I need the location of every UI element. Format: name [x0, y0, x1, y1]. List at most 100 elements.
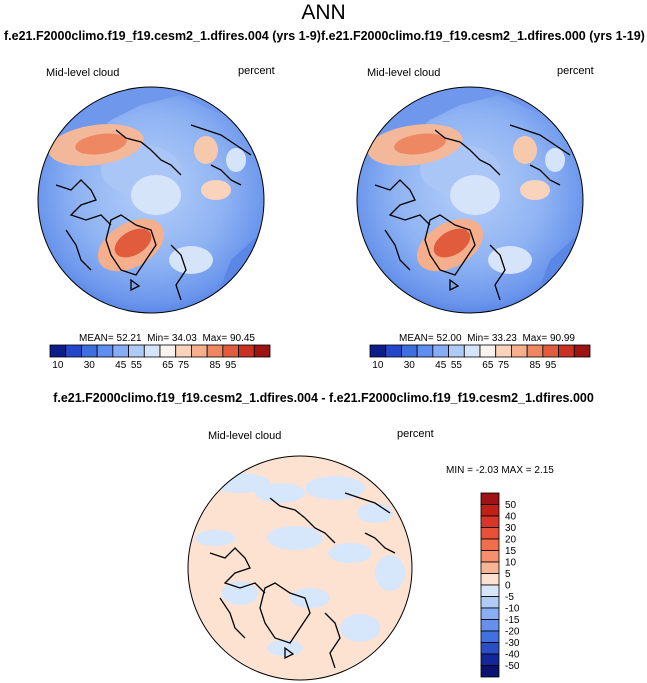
- left-coast-hudson: [65, 229, 92, 271]
- left-colorbar-swatch-13: [253, 344, 271, 358]
- right-field-pacific-patch: [545, 148, 565, 172]
- left-field-canada-patch: [201, 180, 231, 200]
- left-colorbar-tick-label: 95: [225, 360, 237, 371]
- right-field-atlantic-patch: [488, 246, 532, 274]
- diff-coast-eurasia: [269, 497, 336, 544]
- left-colorbar-swatch-10: [206, 344, 224, 358]
- right-field-canada-patch: [520, 180, 550, 200]
- right-coast-hudson: [384, 229, 411, 271]
- diff-min-value: -2.03: [475, 465, 499, 476]
- left-colorbar-swatch-5: [128, 344, 145, 358]
- right-variable-label: Mid-level cloud: [367, 67, 441, 79]
- left-colorbar-swatch-1: [65, 344, 82, 358]
- right-min-label: Min=: [467, 333, 490, 344]
- diff-colorbar-tick-label: -10: [505, 604, 520, 615]
- left-field-atlantic-patch: [169, 246, 213, 274]
- left-colorbar-tick-label: 65: [162, 360, 174, 371]
- left-colorbar-swatch-2: [81, 344, 98, 358]
- right-colorbar-swatch-3: [416, 344, 434, 358]
- left-field-arctic-high: [131, 175, 181, 215]
- right-colorbar-swatch-5: [448, 344, 465, 358]
- diff-colorbar-tick-label: -15: [505, 615, 520, 626]
- left-coast-siberia-east: [210, 164, 242, 186]
- right-colorbar-swatch-9: [511, 344, 528, 358]
- diff-colorbar-tick-label: 50: [505, 500, 517, 511]
- diff-coast-iceland: [284, 646, 295, 660]
- left-field-alaska-high: [194, 136, 218, 164]
- right-coast-eurasia: [434, 129, 501, 176]
- left-field-pacific-patch: [226, 148, 246, 172]
- diff-coast-siberia-east: [364, 532, 396, 554]
- diff-patch-5: [195, 530, 235, 546]
- left-colorbar-swatch-3: [96, 344, 114, 358]
- left-colorbar-tick-label: 30: [84, 360, 96, 371]
- right-colorbar-swatch-1: [385, 344, 402, 358]
- diff-negative-patches: [195, 473, 405, 656]
- left-colorbar-swatch-9: [191, 344, 208, 358]
- right-colorbar: 10 30 45 55 65 75 85 95: [369, 344, 591, 371]
- diff-colorbar-swatch-9: [480, 596, 500, 609]
- right-colorbar-tick-label: 85: [529, 360, 541, 371]
- diff-colorbar-swatch-1: [480, 504, 500, 517]
- diff-colorbar-swatch-7: [480, 573, 500, 586]
- left-colorbar-tick-label: 75: [178, 360, 190, 371]
- diff-colorbar-swatch-11: [480, 619, 500, 632]
- right-coast-siberia-east: [529, 164, 561, 186]
- diff-max-label: MAX =: [501, 465, 532, 476]
- diff-patch-11: [340, 614, 380, 642]
- diff-colorbar-tick-label: -50: [505, 661, 520, 672]
- right-colorbar-swatch-8: [495, 344, 512, 358]
- right-colorbar-swatch-7: [479, 344, 497, 358]
- figure-title: ANN: [301, 1, 346, 24]
- right-field-arctic-high: [450, 175, 500, 215]
- right-coast-iceland: [449, 278, 460, 292]
- right-min-value: 33.23: [491, 333, 517, 344]
- left-units-label: percent: [238, 65, 275, 77]
- diff-colorbar-tick-label: 40: [505, 512, 517, 523]
- diff-colorbar-swatch-12: [480, 630, 500, 643]
- left-colorbar: 10 30 45 55 65 75 85 95: [49, 344, 271, 371]
- diff-colorbar-swatch-8: [480, 584, 500, 597]
- diff-coast-hudson: [219, 597, 246, 639]
- right-colorbar-swatch-10: [526, 344, 544, 358]
- diff-colorbar-tick-label: -5: [505, 592, 514, 603]
- diff-patch-7: [328, 543, 372, 563]
- diff-coast-scandinavia: [324, 612, 341, 669]
- right-colorbar-tick-label: 95: [545, 360, 557, 371]
- diff-colorbar-tick-label: 10: [505, 558, 517, 569]
- diff-colorbar-tick-label: 5: [505, 569, 511, 580]
- left-coast-scandinavia: [170, 244, 187, 301]
- right-colorbar-tick-label: 55: [451, 360, 463, 371]
- diff-colorbar-tick-label: 15: [505, 546, 517, 557]
- left-polar-map: [37, 86, 265, 314]
- diff-coastlines: [209, 492, 396, 669]
- right-colorbar-swatch-6: [463, 344, 481, 358]
- left-colorbar-swatch-11: [222, 344, 239, 358]
- diff-patch-8: [375, 555, 405, 591]
- right-colorbar-tick-label: 65: [482, 360, 494, 371]
- right-colorbar-tick-label: 30: [404, 360, 416, 371]
- right-map-border: [356, 86, 584, 314]
- left-colorbar-tick-label: 55: [131, 360, 143, 371]
- diff-colorbar-swatch-15: [480, 665, 500, 678]
- diff-colorbar-swatch-4: [480, 538, 500, 551]
- right-mean-value: 52.00: [436, 333, 462, 344]
- diff-min-label: MIN =: [446, 465, 473, 476]
- diff-units-label: percent: [397, 428, 434, 440]
- right-colorbar-swatch-11: [542, 344, 559, 358]
- diff-colorbar-swatch-5: [480, 550, 500, 563]
- diff-patch-2: [255, 483, 305, 503]
- left-coast-alaska: [190, 124, 252, 156]
- left-colorbar-tick-label: 45: [115, 360, 127, 371]
- right-coast-greenland: [424, 214, 476, 276]
- right-colorbar-tick-label: 75: [498, 360, 510, 371]
- left-colorbar-swatch-8: [175, 344, 192, 358]
- diff-coast-canada: [209, 547, 266, 594]
- left-max-value: 90.45: [229, 333, 255, 344]
- right-mean-label: MEAN=: [399, 333, 434, 344]
- right-colorbar-tick-label: 10: [372, 360, 384, 371]
- diff-colorbar-swatch-0: [480, 492, 500, 505]
- left-coastlines: [55, 124, 252, 301]
